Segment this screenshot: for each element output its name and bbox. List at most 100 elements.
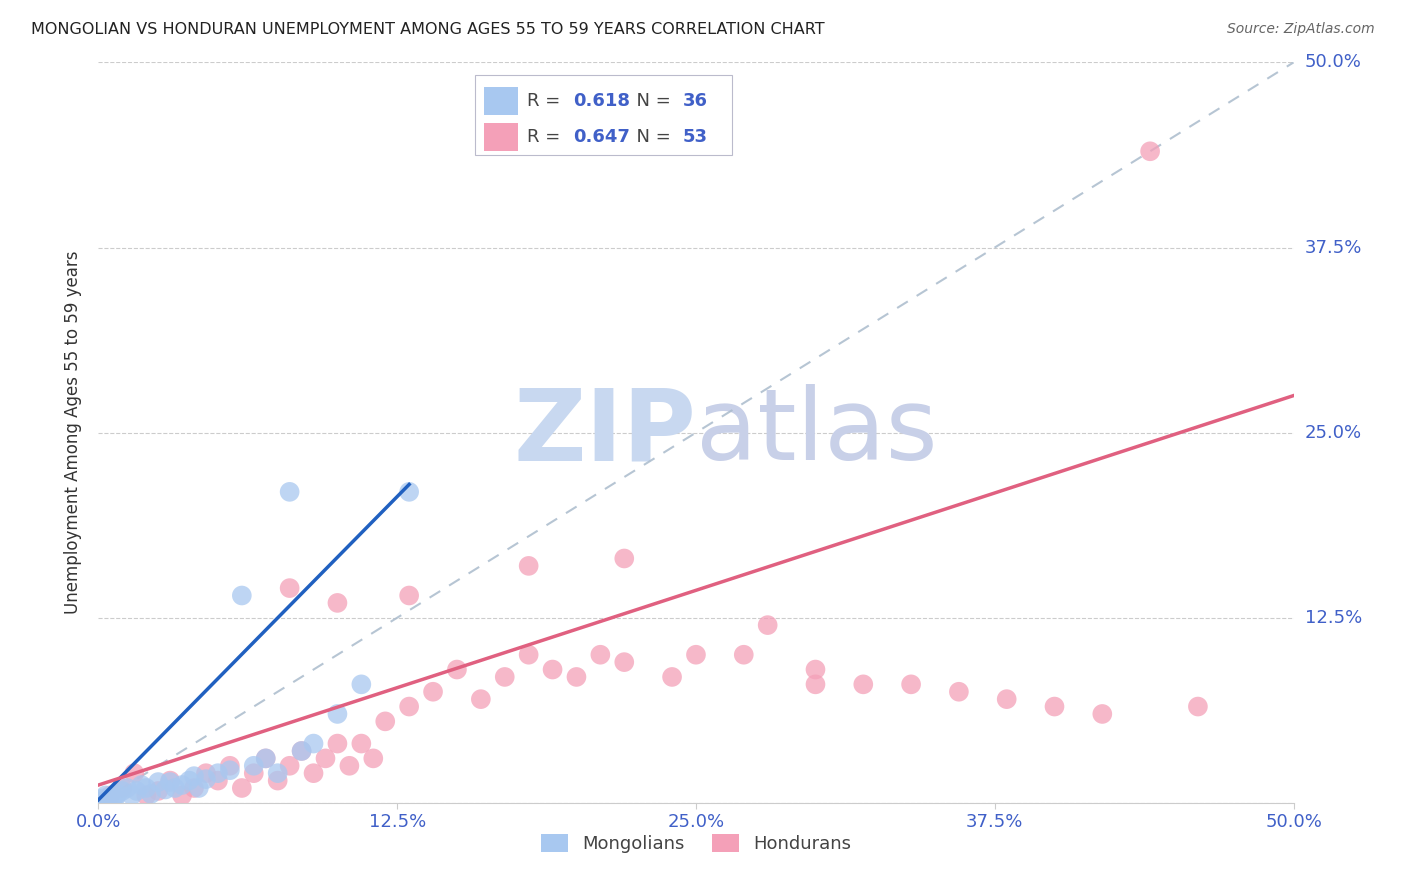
Point xyxy=(589,648,612,662)
Point xyxy=(135,789,157,803)
Text: MONGOLIAN VS HONDURAN UNEMPLOYMENT AMONG AGES 55 TO 59 YEARS CORRELATION CHART: MONGOLIAN VS HONDURAN UNEMPLOYMENT AMONG… xyxy=(31,22,824,37)
Point xyxy=(254,751,277,765)
Point xyxy=(398,699,420,714)
Point xyxy=(104,791,127,805)
Point xyxy=(804,663,827,677)
Point xyxy=(446,663,468,677)
Point xyxy=(187,780,209,795)
Point xyxy=(243,766,266,780)
Point xyxy=(278,484,301,499)
Point xyxy=(900,677,922,691)
Point xyxy=(350,677,373,691)
Point xyxy=(219,763,242,777)
Point xyxy=(756,618,779,632)
Point xyxy=(97,793,120,807)
Point xyxy=(231,780,253,795)
Point xyxy=(733,648,755,662)
Point xyxy=(183,780,205,795)
Point xyxy=(155,782,177,797)
Point xyxy=(852,677,875,691)
Point xyxy=(1187,699,1209,714)
Point xyxy=(326,706,349,721)
Point xyxy=(398,484,420,499)
Point xyxy=(302,766,325,780)
Point xyxy=(613,655,636,669)
Point xyxy=(278,581,301,595)
Point xyxy=(995,692,1018,706)
Point xyxy=(163,780,186,795)
Point xyxy=(98,789,122,803)
Point xyxy=(107,787,129,801)
Point xyxy=(91,791,114,805)
Point xyxy=(101,794,124,808)
Point xyxy=(183,769,205,783)
Point xyxy=(517,558,540,573)
Point xyxy=(291,744,314,758)
Point xyxy=(948,685,970,699)
Point xyxy=(135,780,157,795)
Bar xyxy=(485,87,517,115)
Point xyxy=(179,773,201,788)
Point xyxy=(121,789,143,803)
Text: ZIP: ZIP xyxy=(513,384,696,481)
Point xyxy=(125,784,148,798)
Point xyxy=(254,751,277,765)
Text: 25.0%: 25.0% xyxy=(1305,424,1362,442)
Text: 36: 36 xyxy=(683,93,707,111)
Point xyxy=(315,751,337,765)
Y-axis label: Unemployment Among Ages 55 to 59 years: Unemployment Among Ages 55 to 59 years xyxy=(65,251,83,615)
Point xyxy=(302,737,325,751)
Point xyxy=(494,670,516,684)
Point xyxy=(90,794,112,808)
Point xyxy=(148,784,170,798)
Point xyxy=(339,758,361,772)
Point xyxy=(326,596,349,610)
Text: atlas: atlas xyxy=(696,384,938,481)
Text: 53: 53 xyxy=(683,128,707,146)
Text: N =: N = xyxy=(626,93,676,111)
Text: 0.618: 0.618 xyxy=(572,93,630,111)
Point xyxy=(111,784,134,798)
Text: R =: R = xyxy=(527,93,567,111)
Point xyxy=(1139,145,1161,159)
Point xyxy=(207,773,229,788)
Text: 0.647: 0.647 xyxy=(572,128,630,146)
Point xyxy=(565,670,588,684)
Text: 50.0%: 50.0% xyxy=(1305,54,1361,71)
Point xyxy=(363,751,385,765)
Point xyxy=(124,766,146,780)
Point xyxy=(172,778,194,792)
Point xyxy=(267,773,290,788)
Point xyxy=(470,692,492,706)
Bar xyxy=(485,123,517,152)
Point xyxy=(517,648,540,662)
Point xyxy=(243,758,266,772)
Point xyxy=(541,663,564,677)
Point xyxy=(195,766,218,780)
Point xyxy=(350,737,373,751)
Point xyxy=(159,773,181,788)
Point xyxy=(278,758,301,772)
Point xyxy=(231,589,253,603)
FancyBboxPatch shape xyxy=(475,75,733,155)
Text: 37.5%: 37.5% xyxy=(1305,238,1362,257)
Point xyxy=(195,772,218,786)
Point xyxy=(94,789,117,803)
Point xyxy=(291,744,314,758)
Point xyxy=(804,677,827,691)
Point xyxy=(326,737,349,751)
Point xyxy=(422,685,444,699)
Point xyxy=(1091,706,1114,721)
Point xyxy=(98,789,122,804)
Point xyxy=(148,775,170,789)
Point xyxy=(219,758,242,772)
Text: Source: ZipAtlas.com: Source: ZipAtlas.com xyxy=(1227,22,1375,37)
Point xyxy=(267,766,290,780)
Point xyxy=(374,714,396,729)
Point xyxy=(398,589,420,603)
Point xyxy=(172,789,194,803)
Point xyxy=(613,551,636,566)
Point xyxy=(207,766,229,780)
Point xyxy=(685,648,707,662)
Point xyxy=(1043,699,1066,714)
